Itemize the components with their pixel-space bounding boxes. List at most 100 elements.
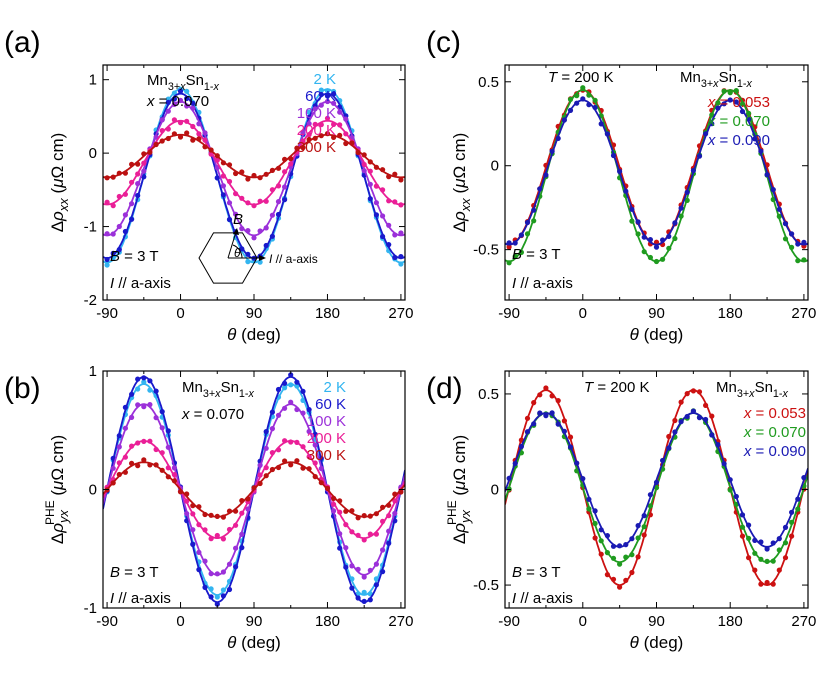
data-point bbox=[349, 529, 355, 535]
data-point bbox=[629, 552, 635, 558]
data-point bbox=[666, 433, 672, 440]
legend-entry: 300 K bbox=[297, 139, 336, 156]
data-point bbox=[324, 88, 331, 94]
data-point bbox=[220, 593, 226, 599]
panel-b: (b) -90 0 90 180 270 -1 0 1 θ (deg) ΔρyxPHE (μΩ cm… bbox=[4, 363, 413, 652]
data-point bbox=[214, 594, 220, 600]
data-point bbox=[288, 156, 294, 162]
data-point bbox=[135, 402, 141, 408]
data-point bbox=[288, 382, 294, 388]
data-point bbox=[251, 235, 257, 241]
data-point bbox=[386, 513, 392, 519]
data-point bbox=[318, 465, 324, 472]
data-point bbox=[678, 213, 684, 219]
data-point bbox=[239, 246, 245, 252]
data-point bbox=[294, 406, 300, 413]
data-point bbox=[367, 597, 373, 603]
data-point bbox=[233, 508, 239, 514]
data-point bbox=[275, 165, 282, 171]
data-point bbox=[214, 513, 220, 520]
data-point bbox=[245, 228, 251, 234]
legend-entry: x = 0.090 bbox=[707, 132, 770, 149]
data-point bbox=[165, 428, 171, 434]
data-point bbox=[512, 253, 518, 259]
data-point bbox=[116, 247, 122, 253]
data-point bbox=[312, 460, 318, 466]
temperature-label: T = 200 K bbox=[548, 69, 613, 86]
data-point bbox=[373, 200, 379, 206]
data-point bbox=[392, 491, 398, 497]
data-point bbox=[110, 480, 116, 486]
data-point bbox=[263, 198, 269, 204]
data-point bbox=[104, 199, 110, 205]
data-point bbox=[135, 376, 141, 382]
data-point bbox=[549, 393, 555, 399]
data-point bbox=[263, 242, 269, 249]
data-point bbox=[343, 522, 349, 528]
data-point bbox=[177, 97, 184, 103]
data-point bbox=[220, 183, 226, 189]
data-point bbox=[245, 176, 251, 182]
y-tick-label: 0.5 bbox=[478, 74, 499, 91]
data-point bbox=[306, 454, 312, 460]
data-point bbox=[752, 550, 758, 556]
data-point bbox=[129, 201, 135, 207]
legend-entry: x = 0.070 bbox=[707, 113, 770, 130]
inset-field-label: B bbox=[233, 211, 243, 228]
inset-theta-label: θ bbox=[234, 246, 241, 260]
data-point bbox=[116, 193, 122, 200]
data-point bbox=[275, 211, 282, 218]
data-point bbox=[543, 385, 549, 391]
data-point bbox=[220, 192, 226, 198]
data-point bbox=[398, 202, 404, 208]
data-point bbox=[739, 524, 746, 530]
data-point bbox=[220, 569, 226, 575]
data-point bbox=[135, 463, 141, 469]
data-point bbox=[543, 413, 549, 419]
data-point bbox=[282, 405, 288, 411]
data-point bbox=[617, 561, 623, 567]
data-point bbox=[275, 199, 282, 205]
data-point bbox=[709, 432, 715, 438]
y-axis-label: Δρxx (μΩ cm) bbox=[450, 133, 473, 233]
data-point bbox=[226, 586, 233, 593]
data-point bbox=[361, 152, 367, 158]
data-point bbox=[184, 510, 190, 517]
data-point bbox=[703, 131, 709, 137]
legend-entry: x = 0.070 bbox=[743, 424, 806, 441]
y-axis-label: ΔρyxPHE (μΩ cm) bbox=[43, 435, 71, 544]
data-point bbox=[727, 97, 733, 103]
data-point bbox=[367, 159, 373, 165]
data-point bbox=[795, 258, 801, 264]
data-point bbox=[752, 136, 758, 142]
data-point bbox=[398, 261, 404, 267]
data-point bbox=[770, 558, 776, 564]
data-point bbox=[580, 96, 586, 102]
data-point bbox=[171, 101, 177, 107]
data-point bbox=[690, 408, 697, 414]
data-point bbox=[159, 450, 165, 456]
field-label: B = 3 T bbox=[110, 564, 159, 581]
y-tick-label: 0 bbox=[491, 482, 499, 499]
data-point bbox=[776, 547, 782, 553]
data-point bbox=[141, 375, 147, 381]
data-point bbox=[300, 465, 306, 471]
data-point bbox=[349, 576, 355, 582]
current-direction-label: I // a-axis bbox=[512, 275, 573, 292]
data-point bbox=[184, 118, 190, 124]
data-point bbox=[349, 585, 355, 591]
data-point bbox=[135, 181, 141, 187]
data-point bbox=[165, 108, 171, 114]
data-point bbox=[306, 136, 312, 143]
data-point bbox=[801, 239, 807, 245]
data-point bbox=[116, 170, 122, 176]
x-tick-label: 270 bbox=[388, 305, 413, 322]
x-tick-label: -90 bbox=[96, 305, 118, 322]
data-point bbox=[349, 140, 355, 146]
data-point bbox=[306, 407, 312, 413]
legend-entry: x = 0.053 bbox=[743, 405, 806, 422]
data-point bbox=[373, 212, 379, 218]
data-point bbox=[617, 543, 623, 549]
data-point bbox=[110, 203, 116, 209]
data-point bbox=[171, 96, 177, 102]
